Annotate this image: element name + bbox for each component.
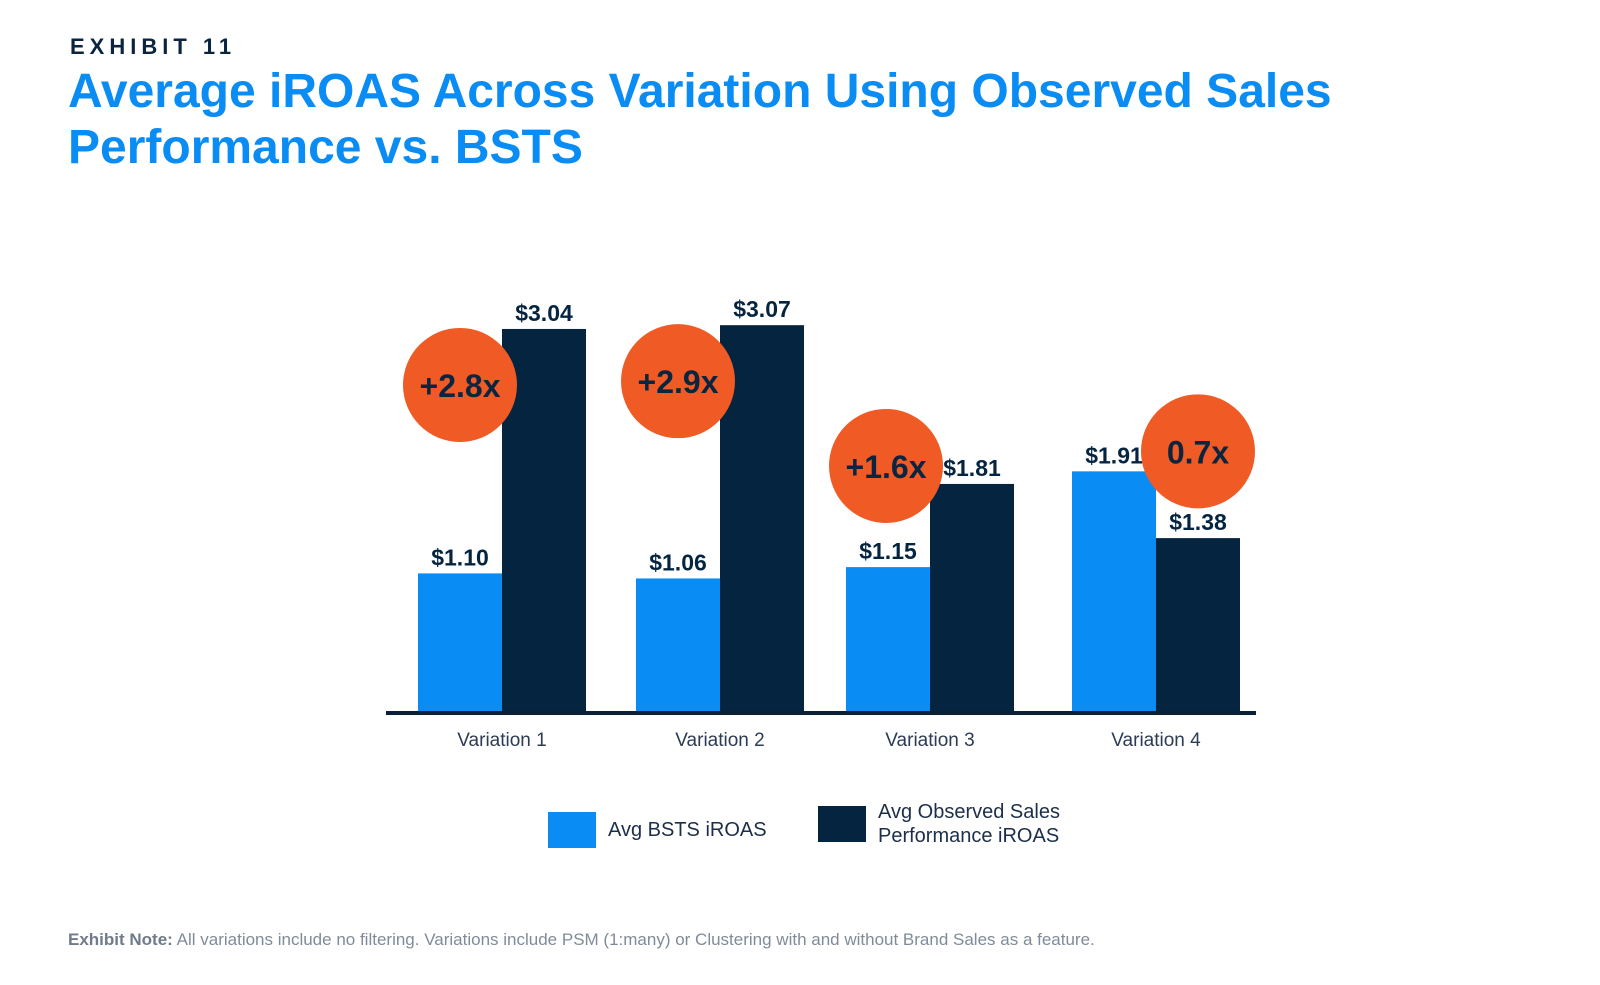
- data-label-bsts-3: $1.15: [859, 538, 917, 564]
- exhibit-note: Exhibit Note: All variations include no …: [68, 930, 1095, 950]
- ratio-badge-3: [829, 408, 943, 523]
- bar-observed-4: [1156, 538, 1240, 712]
- bar-bsts-1: [418, 573, 502, 712]
- legend-label-observed-line-2: Performance iROAS: [878, 825, 1060, 847]
- bar-observed-3: [930, 483, 1014, 712]
- ratio-badge-label-3: +1.6x: [846, 449, 927, 485]
- x-tick-label-3: Variation 3: [885, 730, 974, 751]
- chart-title: Average iROAS Across Variation Using Obs…: [68, 64, 1508, 176]
- ratio-badge-label-1: +2.8x: [420, 368, 501, 404]
- data-label-bsts-1: $1.10: [431, 544, 489, 570]
- legend-label-observed-line-1: Avg Observed Sales: [878, 801, 1060, 823]
- exhibit-label: EXHIBIT 11: [70, 34, 237, 59]
- data-label-observed-4: $1.38: [1169, 509, 1227, 535]
- ratio-badge-label-4: 0.7x: [1167, 434, 1229, 470]
- exhibit-note-prefix: Exhibit Note:: [68, 930, 173, 949]
- legend-label-bsts: Avg BSTS iROAS: [608, 818, 767, 842]
- legend: Avg BSTS iROAS Avg Observed Sales Perfor…: [0, 801, 1600, 872]
- ratio-badge-2: [621, 324, 735, 439]
- legend-swatch-bsts: [548, 812, 596, 848]
- x-tick-label-1: Variation 1: [457, 730, 546, 751]
- x-tick-label-4: Variation 4: [1111, 730, 1201, 751]
- legend-label-observed: Avg Observed Sales Performance iROAS: [878, 800, 1060, 848]
- bar-bsts-3: [846, 567, 930, 712]
- bar-chart: $1.10 $3.04 Variation 1 +2.8x $1.06 $3.07 Vari…: [386, 296, 1256, 751]
- chart-title-line-1: Average iROAS Across Variation Using Obs…: [68, 65, 1332, 118]
- data-label-observed-1: $3.04: [515, 300, 573, 326]
- data-label-bsts-2: $1.06: [649, 549, 707, 575]
- x-tick-label-2: Variation 2: [675, 730, 764, 751]
- legend-item-bsts: Avg BSTS iROAS: [548, 812, 767, 848]
- legend-label-bsts-text: Avg BSTS iROAS: [608, 819, 767, 841]
- bar-bsts-2: [636, 578, 720, 712]
- bar-bsts-4: [1072, 471, 1156, 712]
- ratio-badge-label-2: +2.9x: [638, 364, 719, 400]
- exhibit-note-text: All variations include no filtering. Var…: [172, 930, 1095, 949]
- chart-title-line-2: Performance vs. BSTS: [68, 121, 583, 174]
- data-label-observed-3: $1.81: [943, 455, 1001, 481]
- data-label-bsts-4: $1.91: [1085, 442, 1143, 468]
- data-label-observed-2: $3.07: [733, 296, 791, 322]
- legend-swatch-observed: [818, 806, 866, 842]
- ratio-badge-1: [403, 327, 517, 442]
- ratio-badge-4: [1141, 394, 1255, 509]
- legend-item-observed: Avg Observed Sales Performance iROAS: [818, 800, 1060, 848]
